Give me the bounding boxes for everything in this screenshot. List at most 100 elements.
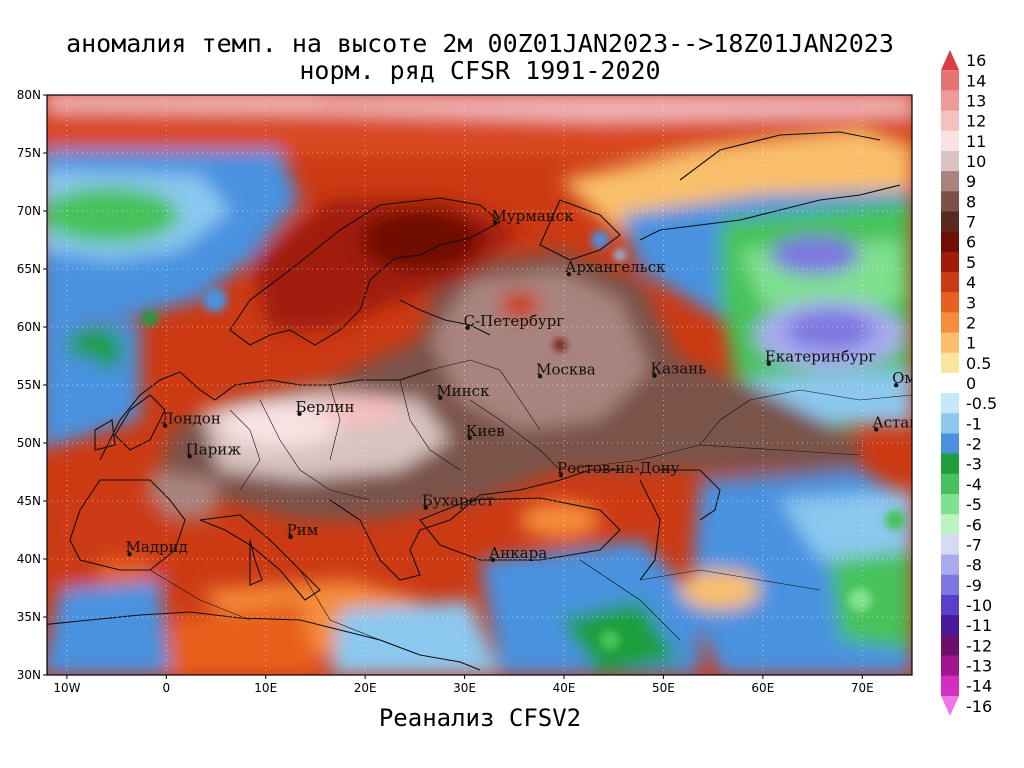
legend-label: -0.5	[966, 394, 997, 413]
legend-label: -13	[966, 657, 992, 676]
legend-label: -5	[966, 495, 982, 514]
city-marker	[558, 472, 564, 478]
legend-swatch	[941, 70, 959, 91]
graticule	[47, 95, 912, 675]
legend-swatch	[941, 534, 959, 556]
lat-tick-label: 45N	[17, 494, 41, 508]
legend-swatch	[941, 473, 959, 495]
legend-swatch	[941, 393, 959, 414]
legend-label: 0.5	[966, 354, 991, 373]
city-marker	[297, 411, 302, 416]
legend-label: 14	[966, 71, 986, 90]
legend-label: 2	[966, 313, 976, 332]
city-marker	[187, 454, 192, 459]
city-label: Екатеринбург	[765, 348, 876, 366]
lat-tick-label: 30N	[17, 668, 41, 682]
lat-tick-label: 55N	[17, 378, 41, 392]
source-label: Реанализ CFSV2	[378, 704, 582, 732]
lat-tick-label: 70N	[17, 204, 41, 218]
city-label: Лондон	[161, 410, 221, 428]
legend-swatch	[941, 251, 959, 273]
legend-label: 16	[966, 51, 986, 70]
legend-swatch	[941, 130, 959, 152]
legend-label: 13	[966, 91, 986, 110]
city-marker	[467, 435, 472, 440]
legend-label: -9	[966, 576, 982, 595]
legend-swatch	[941, 413, 959, 434]
city-marker	[490, 557, 496, 563]
city-marker	[537, 374, 543, 379]
legend-swatch	[941, 453, 959, 475]
legend-swatch	[941, 695, 959, 716]
legend-label: 0	[966, 374, 976, 393]
legend-label: 11	[966, 132, 986, 151]
lat-tick-label: 40N	[17, 552, 41, 566]
legend-swatch	[941, 332, 959, 354]
legend-label: 9	[966, 172, 976, 191]
legend-swatch	[941, 110, 959, 132]
legend-label: -3	[966, 455, 982, 474]
color-legend: 1614131211109876543210.50-0.5-1-2-3-4-5-…	[941, 50, 997, 716]
city-label: Киев	[466, 422, 505, 440]
city-marker	[493, 220, 498, 226]
legend-label: 12	[966, 112, 986, 131]
anomaly-field: Мурманск Архангельск С-Петербург Москва Каза…	[47, 95, 934, 675]
city-marker	[438, 395, 443, 400]
city-label: Архангельск	[565, 258, 666, 276]
lat-tick-label: 60N	[17, 320, 41, 334]
city-marker	[566, 272, 572, 277]
legend-swatch	[941, 312, 959, 334]
city-label: Бухарест	[422, 492, 494, 510]
map-title: аномалия темп. на высоте 2м 00Z01JAN2023…	[66, 29, 894, 58]
city-markers: Мурманск Архангельск С-Петербург Москва Каза…	[126, 207, 934, 563]
lat-tick-label: 75N	[17, 146, 41, 160]
lon-tick-label: 20E	[354, 681, 377, 695]
city-label: Москва	[536, 360, 596, 378]
city-label: Омск	[892, 369, 934, 387]
city-marker	[652, 373, 657, 378]
legend-label: 8	[966, 192, 976, 211]
legend-label: 3	[966, 293, 976, 312]
legend-label: -2	[966, 435, 982, 454]
legend-label: 5	[966, 253, 976, 272]
legend-swatch	[941, 292, 959, 313]
lon-tick-label: 40E	[553, 681, 576, 695]
city-marker	[766, 361, 772, 366]
legend-label: 1	[966, 334, 976, 353]
city-marker	[423, 505, 429, 510]
lon-tick-label: 50E	[652, 681, 675, 695]
city-marker	[162, 423, 168, 428]
legend-label: -12	[966, 636, 992, 655]
city-marker	[874, 427, 879, 432]
legend-swatch	[941, 231, 959, 253]
lon-tick-label: 10E	[254, 681, 277, 695]
legend-swatch	[941, 352, 959, 374]
city-label: Минск	[436, 382, 490, 400]
longitude-axis: 10W 0 10E 20E 30E 40E 50E 60E 70E	[53, 675, 874, 695]
legend-swatch	[941, 433, 959, 455]
city-label: Мадрид	[126, 538, 188, 556]
lon-tick-label: 70E	[851, 681, 874, 695]
legend-label: -1	[966, 414, 982, 433]
lat-tick-label: 50N	[17, 436, 41, 450]
lon-tick-label: 30E	[453, 681, 476, 695]
legend-swatch	[941, 554, 959, 576]
legend-label: -11	[966, 616, 992, 635]
legend-label: 10	[966, 152, 986, 171]
lat-tick-label: 65N	[17, 262, 41, 276]
legend-label: -8	[966, 556, 982, 575]
borders	[149, 359, 912, 641]
legend-label: -16	[966, 697, 992, 716]
legend-swatch	[941, 615, 959, 636]
legend-swatch	[941, 150, 959, 172]
legend-swatch	[941, 675, 959, 697]
city-label: Рим	[287, 521, 319, 539]
legend-swatch	[941, 594, 959, 616]
lat-tick-label: 35N	[17, 610, 41, 624]
legend-swatch	[941, 635, 959, 656]
map-subtitle: норм. ряд CFSR 1991-2020	[299, 56, 661, 85]
legend-label: -4	[966, 475, 982, 494]
legend-swatch	[941, 574, 959, 596]
city-label: Анкара	[489, 544, 547, 562]
